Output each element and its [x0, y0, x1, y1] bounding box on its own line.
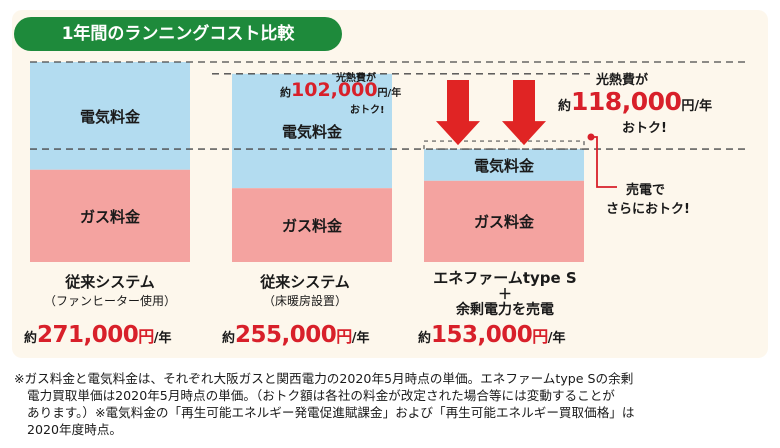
savings-amount: 約118,000円/年	[558, 87, 713, 116]
savings-line1: 光熱費が	[596, 73, 649, 88]
chart-area	[30, 61, 748, 262]
category-name: 従来システム	[260, 273, 350, 291]
price-label: 約153,000円/年	[418, 322, 566, 348]
segment-label-gas: ガス料金	[79, 207, 140, 226]
segment-label-electric: 電気料金	[473, 156, 534, 175]
price-label: 約271,000円/年	[24, 322, 172, 348]
category-sub: （床暖房設置）	[262, 294, 347, 308]
footnote-line: ※ガス料金と電気料金は、それぞれ大阪ガスと関西電力の2020年5月時点の単価。エ…	[14, 371, 634, 386]
sell-note-line2: さらにおトク!	[606, 202, 690, 217]
down-arrow-icon	[436, 80, 480, 146]
category-name: 従来システム	[65, 273, 155, 291]
footnote: ※ガス料金と電気料金は、それぞれ大阪ガスと関西電力の2020年5月時点の単価。エ…	[14, 370, 774, 438]
savings-note: おトク!	[622, 121, 667, 136]
category-name: エネファームtype S	[433, 269, 577, 287]
sell-note-line1: 売電で	[626, 183, 666, 198]
footnote-line: 2020年度時点。	[27, 422, 123, 437]
category-sub: 余剰電力を売電	[456, 302, 554, 318]
bar-enefarm-electric	[424, 149, 584, 181]
plus-sign: ＋	[498, 287, 512, 303]
savings-note: おトク!	[350, 105, 385, 116]
sell-surplus-box	[423, 140, 585, 150]
price-label: 約255,000円/年	[222, 322, 370, 348]
segment-label-gas: ガス料金	[473, 213, 534, 232]
bar-conventional-floorheat-gas	[232, 188, 392, 262]
segment-label-electric: 電気料金	[281, 123, 342, 141]
down-arrow-icon	[502, 80, 546, 146]
savings-amount: 約102,000円/年	[280, 79, 402, 101]
savings-line1: 光熱費が	[336, 73, 376, 84]
footnote-line: あります。）※電気料金の「再生可能エネルギー発電促進賦課金」および「再生可能エネ…	[27, 405, 635, 420]
segment-label-gas: ガス料金	[281, 217, 342, 236]
bar-enefarm-gas	[424, 180, 584, 262]
bar-conventional-floorheat-electric	[232, 73, 392, 189]
category-sub: （ファンヒーター使用）	[43, 294, 176, 308]
bar-conventional-fanheater-gas	[30, 169, 190, 262]
chart-title: 1年間のランニングコスト比較	[14, 17, 342, 51]
callout-leader	[591, 136, 617, 188]
bar-conventional-fanheater-electric	[30, 62, 190, 170]
footnote-line: 電力買取単価は2020年5月時点の単価。（おトク額は各社の料金が改定された場合等…	[27, 388, 615, 403]
segment-label-electric: 電気料金	[79, 107, 140, 126]
